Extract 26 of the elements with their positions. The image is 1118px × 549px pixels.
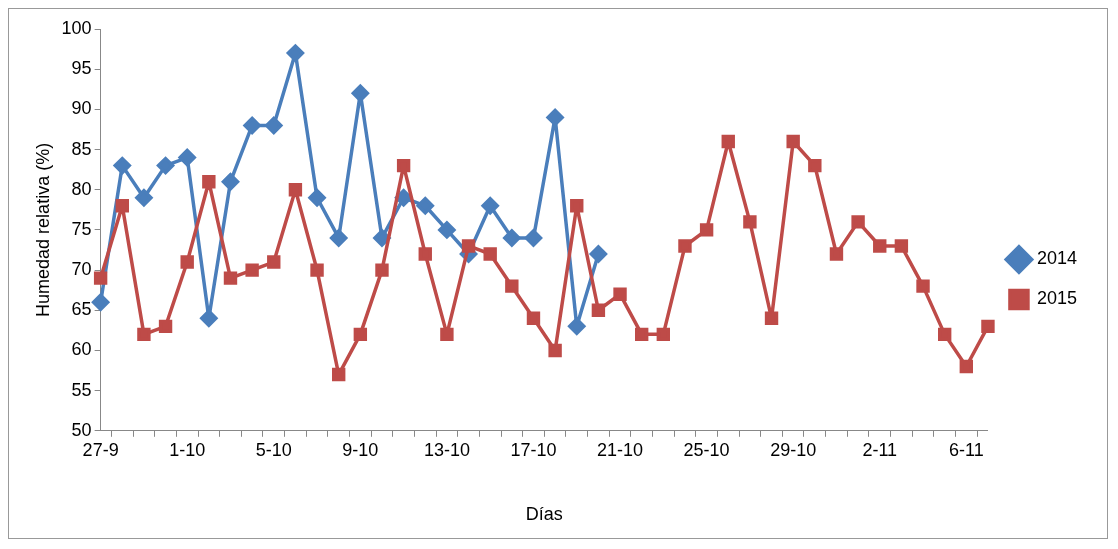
x-tick-label: 9-10: [342, 439, 379, 460]
x-tick-label: 27-9: [82, 439, 119, 460]
y-tick-label: 70: [71, 259, 92, 280]
y-tick-label: 100: [61, 17, 92, 38]
legend-label: 2015: [1036, 288, 1077, 309]
y-tick-label: 55: [71, 379, 92, 400]
x-axis-title: Días: [525, 504, 563, 525]
y-tick-label: 60: [71, 339, 92, 360]
x-tick-label: 21-10: [597, 439, 644, 460]
x-tick-label: 17-10: [510, 439, 557, 460]
y-axis-title: Humedad relativa (%): [32, 142, 53, 317]
x-tick-label: 13-10: [423, 439, 470, 460]
x-tick-label: 6-11: [948, 439, 984, 460]
x-tick-label: 2-11: [862, 439, 898, 460]
x-tick-label: 29-10: [770, 439, 817, 460]
y-tick-label: 85: [71, 138, 92, 159]
x-tick-label: 5-10: [255, 439, 292, 460]
y-tick-label: 65: [71, 299, 92, 320]
x-tick-label: 1-10: [169, 439, 206, 460]
y-tick-label: 95: [71, 58, 92, 79]
legend-label: 2014: [1036, 248, 1077, 269]
y-tick-label: 50: [71, 419, 92, 440]
y-tick-label: 90: [71, 98, 92, 119]
y-tick-label: 75: [71, 218, 92, 239]
y-tick-label: 80: [71, 178, 92, 199]
x-tick-label: 25-10: [683, 439, 730, 460]
